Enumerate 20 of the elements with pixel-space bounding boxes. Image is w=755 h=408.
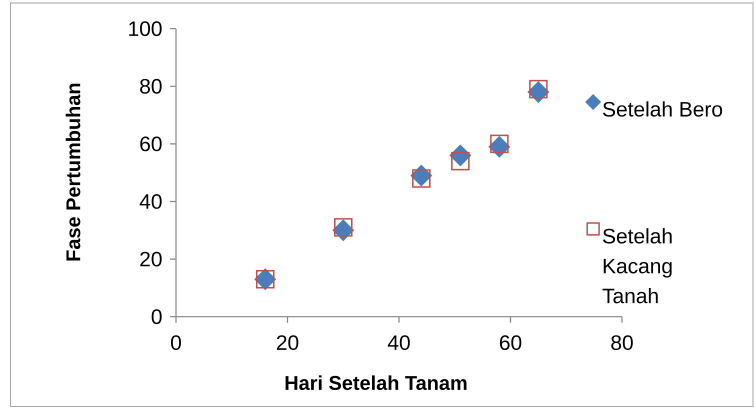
x-tick-label: 80 bbox=[611, 335, 633, 350]
legend-label: Setelah Bero bbox=[603, 101, 722, 117]
y-tick-label: 20 bbox=[140, 252, 162, 267]
x-tick-label: 60 bbox=[500, 335, 522, 350]
point bbox=[412, 169, 431, 188]
y-tick-label: 40 bbox=[140, 194, 162, 209]
x-tick-label: 20 bbox=[276, 335, 298, 350]
x-axis-title: Hari Setelah Tanam bbox=[286, 375, 466, 390]
y-tick-label: 80 bbox=[140, 78, 162, 94]
x-tick-label: 0 bbox=[171, 335, 181, 350]
legend-label: Setelah Kacang Tanah bbox=[602, 228, 672, 304]
point bbox=[334, 218, 353, 237]
point bbox=[451, 152, 470, 170]
point bbox=[529, 80, 548, 98]
y-tick-label: 100 bbox=[129, 21, 162, 36]
y-tick-label: 60 bbox=[140, 136, 162, 152]
y-axis-title: Fase Pertumbuhan bbox=[66, 84, 80, 260]
x-tick-label: 40 bbox=[388, 335, 410, 350]
point bbox=[490, 134, 509, 154]
y-tick-label: 0 bbox=[152, 309, 162, 324]
